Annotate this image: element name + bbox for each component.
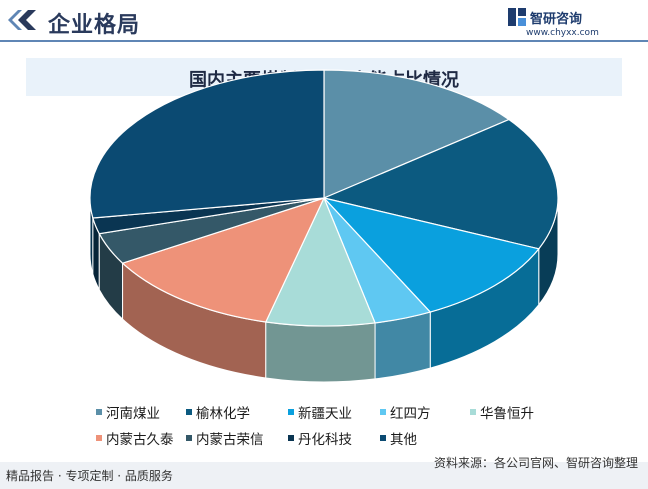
pie-slice-0[interactable] — [323, 69, 511, 199]
legend-label: 红四方 — [390, 406, 431, 422]
data-source-note: 资料来源：各公司官网、智研咨询整理 — [433, 456, 638, 470]
pie-side-4 — [265, 321, 376, 383]
page-title: 企业格局 — [48, 13, 141, 38]
brand-name: 智研咨询 — [530, 12, 583, 27]
legend-swatch — [380, 409, 386, 415]
footer-tagline: 精品报告 · 专项定制 · 品质服务 — [6, 469, 173, 483]
legend-label: 内蒙古久泰 — [106, 432, 174, 448]
brand-logo-icon — [508, 8, 526, 26]
legend-swatch — [96, 409, 102, 415]
pie-slice-1[interactable] — [322, 118, 559, 250]
legend-label: 内蒙古荣信 — [196, 432, 264, 448]
pie-chart — [89, 69, 559, 383]
legend-swatch — [186, 409, 192, 415]
header-divider — [0, 40, 648, 42]
brand-logo-block: 智研咨询 www.chyxx.com — [508, 6, 638, 40]
page-header: 企业格局 智研咨询 www.chyxx.com — [0, 0, 648, 46]
legend-label: 河南煤业 — [106, 406, 160, 422]
legend-swatch — [288, 435, 294, 441]
legend-label: 其他 — [390, 432, 417, 448]
legend-label: 丹化科技 — [298, 432, 352, 448]
legend-swatch — [96, 435, 102, 441]
double-chevron-icon — [8, 10, 36, 30]
legend-swatch — [380, 435, 386, 441]
legend-label: 榆林化学 — [196, 406, 250, 422]
pie-slice-5[interactable] — [121, 197, 326, 323]
legend-swatch — [186, 435, 192, 441]
pie-slice-8[interactable] — [89, 69, 325, 219]
chart-legend: 河南煤业 榆林化学 新疆天业 红四方 华鲁恒升内蒙古久泰 内蒙古荣信 丹化科技 其他 — [0, 398, 648, 458]
legend-swatch — [470, 409, 476, 415]
legend-label: 新疆天业 — [298, 406, 352, 422]
pie-slice-4[interactable] — [264, 196, 376, 327]
page-footer: 精品报告 · 专项定制 · 品质服务 资料来源：各公司官网、智研咨询整理 — [0, 456, 648, 489]
brand-url: www.chyxx.com — [526, 28, 599, 38]
pie-slice-2[interactable] — [322, 196, 540, 313]
legend-swatch — [288, 409, 294, 415]
legend-label: 华鲁恒升 — [480, 406, 534, 422]
